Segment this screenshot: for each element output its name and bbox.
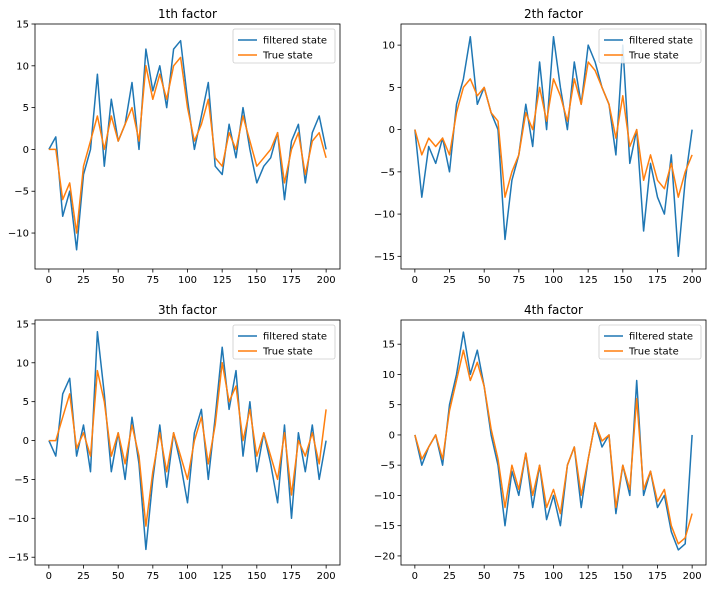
subplot-1: 1th factor 0 25 50 75 100 125 150 175 200 −10 −5 0 5 1… — [8, 7, 341, 286]
x-tick-label: 75 — [512, 275, 525, 286]
y-tick-label: 15 — [382, 340, 395, 351]
x-tick-label: 150 — [247, 571, 266, 582]
x-tick-label: 175 — [648, 571, 667, 582]
legend-label: True state — [628, 51, 679, 62]
y-tick-label: −10 — [8, 514, 29, 525]
y-tick-label: 5 — [23, 397, 29, 408]
y-tick-label: 10 — [16, 61, 29, 72]
x-tick-label: 100 — [178, 275, 197, 286]
series-line-true-state — [414, 61, 693, 198]
y-tick-label: −5 — [14, 475, 29, 486]
subplot-title: 1th factor — [158, 7, 217, 21]
series-line-filtered-state — [414, 331, 693, 551]
y-tick-label: 15 — [16, 319, 29, 330]
series-line-filtered-state — [48, 39, 327, 251]
x-tick-label: 50 — [478, 275, 491, 286]
y-tick-label: 5 — [23, 103, 29, 114]
y-tick-label: −15 — [374, 252, 395, 263]
x-tick-label: 200 — [683, 275, 702, 286]
y-tick-label: −10 — [374, 491, 395, 502]
legend-label: filtered state — [263, 332, 327, 343]
legend-label: filtered state — [629, 332, 693, 343]
x-tick-label: 25 — [443, 571, 456, 582]
series-line-true-state — [48, 362, 327, 527]
subplot-title: 3th factor — [158, 303, 217, 317]
x-tick-label: 175 — [282, 571, 301, 582]
x-tick-label: 200 — [317, 275, 336, 286]
x-tick-label: 125 — [213, 275, 232, 286]
legend: filtered state True state — [232, 28, 336, 64]
y-tick-label: 10 — [382, 370, 395, 381]
x-tick-label: 0 — [46, 571, 52, 582]
series-line-true-state — [414, 349, 693, 545]
x-tick-label: 50 — [112, 571, 125, 582]
series-line-true-state — [48, 56, 327, 234]
legend: filtered state True state — [232, 324, 336, 360]
x-tick-label: 200 — [317, 571, 336, 582]
y-tick-label: −5 — [380, 461, 395, 472]
legend-box — [232, 324, 336, 360]
x-tick-label: 100 — [178, 571, 197, 582]
x-tick-label: 0 — [412, 571, 418, 582]
x-tick-label: 125 — [213, 571, 232, 582]
y-tick-label: 10 — [16, 358, 29, 369]
x-tick-label: 50 — [478, 571, 491, 582]
legend-box — [232, 28, 336, 64]
legend-box — [598, 324, 702, 360]
x-tick-label: 0 — [46, 275, 52, 286]
x-tick-label: 25 — [77, 571, 90, 582]
x-tick-label: 175 — [648, 275, 667, 286]
legend-label: True state — [262, 347, 313, 358]
y-tick-label: 0 — [389, 125, 395, 136]
x-tick-label: 75 — [146, 571, 159, 582]
x-tick-label: 100 — [544, 275, 563, 286]
x-tick-label: 50 — [112, 275, 125, 286]
x-tick-label: 200 — [683, 571, 702, 582]
y-tick-label: 0 — [23, 145, 29, 156]
legend-label: filtered state — [629, 36, 693, 47]
legend: filtered state True state — [598, 28, 702, 64]
x-tick-label: 25 — [77, 275, 90, 286]
x-tick-label: 125 — [579, 275, 598, 286]
y-tick-label: 5 — [389, 400, 395, 411]
legend-label: filtered state — [263, 36, 327, 47]
x-tick-label: 175 — [282, 275, 301, 286]
x-tick-label: 125 — [579, 571, 598, 582]
y-tick-label: −20 — [374, 551, 395, 562]
y-tick-label: 0 — [389, 430, 395, 441]
y-tick-label: −15 — [374, 521, 395, 532]
subplot-title: 4th factor — [524, 303, 583, 317]
legend-label: True state — [262, 51, 313, 62]
y-tick-label: −10 — [374, 210, 395, 221]
y-tick-label: 10 — [382, 41, 395, 52]
x-tick-label: 100 — [544, 571, 563, 582]
y-tick-label: −5 — [380, 167, 395, 178]
series-line-filtered-state — [414, 35, 693, 258]
y-tick-label: 0 — [23, 436, 29, 447]
y-tick-label: −15 — [8, 553, 29, 564]
y-tick-label: 5 — [389, 83, 395, 94]
x-tick-label: 75 — [512, 571, 525, 582]
x-tick-label: 0 — [412, 275, 418, 286]
x-tick-label: 150 — [613, 571, 632, 582]
x-tick-label: 25 — [443, 275, 456, 286]
x-tick-label: 75 — [146, 275, 159, 286]
y-tick-label: 15 — [16, 20, 29, 31]
y-tick-label: −10 — [8, 229, 29, 240]
series-line-filtered-state — [48, 330, 327, 551]
x-tick-label: 150 — [613, 275, 632, 286]
x-tick-label: 150 — [247, 275, 266, 286]
subplot-title: 2th factor — [524, 7, 583, 21]
legend: filtered state True state — [598, 324, 702, 360]
legend-label: True state — [628, 347, 679, 358]
y-tick-label: −5 — [14, 187, 29, 198]
legend-box — [598, 28, 702, 64]
